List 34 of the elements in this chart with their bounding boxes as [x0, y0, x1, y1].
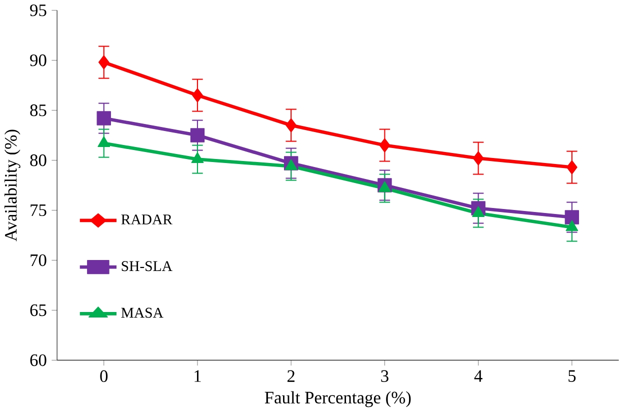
x-axis-title: Fault Percentage (%)	[264, 391, 411, 408]
legend-label: RADAR	[121, 214, 172, 225]
y-tick-label: 90	[30, 54, 46, 66]
y-tick-label: 70	[30, 254, 46, 266]
x-tick-label: 0	[100, 370, 108, 382]
point	[192, 88, 203, 103]
y-axis-title: Availability (%)	[4, 130, 20, 242]
y-tick-label: 75	[30, 204, 46, 216]
point	[191, 152, 204, 164]
legend-label: MASA	[121, 308, 164, 318]
y-tick-label: 80	[30, 154, 46, 166]
point	[190, 128, 205, 143]
x-tick-label: 3	[381, 370, 388, 382]
y-tick-label: 95	[30, 4, 46, 16]
point	[284, 159, 298, 170]
y-tick-label: 60	[30, 354, 46, 366]
point	[378, 181, 391, 192]
point	[286, 118, 297, 133]
x-tick-label: 5	[568, 370, 576, 382]
x-tick-label: 4	[474, 370, 482, 382]
point	[472, 206, 485, 218]
point	[566, 160, 578, 175]
point	[98, 136, 110, 148]
legend-label: SH-SLA	[122, 261, 172, 272]
y-tick-label: 85	[30, 104, 46, 116]
x-tick-label: 2	[287, 370, 294, 382]
point	[96, 111, 111, 126]
point	[472, 151, 484, 166]
point	[564, 210, 580, 225]
x-tick-label: 1	[194, 370, 201, 382]
y-tick-label: 65	[30, 304, 46, 316]
point	[566, 220, 578, 232]
point	[98, 55, 110, 70]
point	[379, 138, 390, 153]
